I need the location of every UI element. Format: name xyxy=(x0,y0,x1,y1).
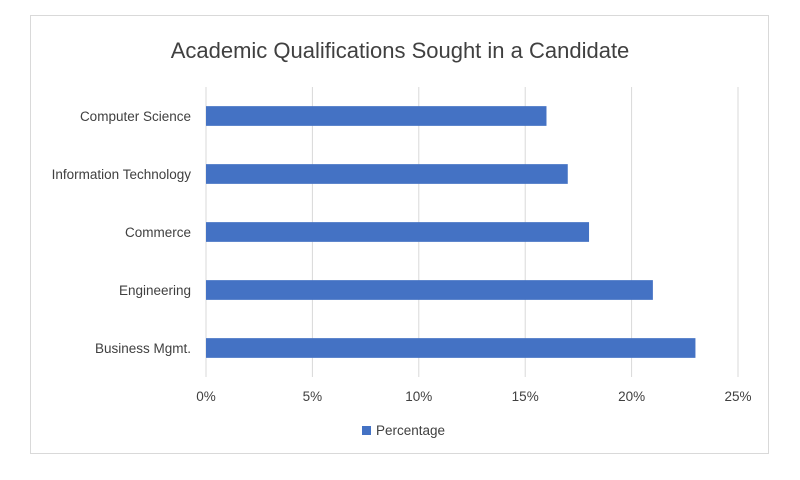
x-tick-label: 0% xyxy=(196,389,216,404)
legend-swatch xyxy=(362,426,371,435)
category-label: Engineering xyxy=(119,283,191,298)
category-label: Business Mgmt. xyxy=(95,341,191,356)
x-tick-label: 25% xyxy=(724,389,751,404)
chart-title: Academic Qualifications Sought in a Cand… xyxy=(171,38,630,63)
legend: Percentage xyxy=(362,423,445,438)
bar xyxy=(206,222,590,242)
category-label: Commerce xyxy=(125,225,191,240)
bar xyxy=(206,164,568,184)
bars xyxy=(206,106,696,358)
bar xyxy=(206,280,653,300)
x-tick-label: 5% xyxy=(303,389,323,404)
x-tick-label: 20% xyxy=(618,389,645,404)
bar xyxy=(206,106,547,126)
category-label: Computer Science xyxy=(80,109,191,124)
category-label: Information Technology xyxy=(52,167,192,182)
grid-lines xyxy=(205,87,739,377)
x-tick-label: 10% xyxy=(405,389,432,404)
legend-label: Percentage xyxy=(376,423,445,438)
labels: 0% 5% 10% 15% 20% 25% Computer Science Informat… xyxy=(52,109,752,404)
bar xyxy=(206,338,696,358)
x-tick-label: 15% xyxy=(512,389,539,404)
